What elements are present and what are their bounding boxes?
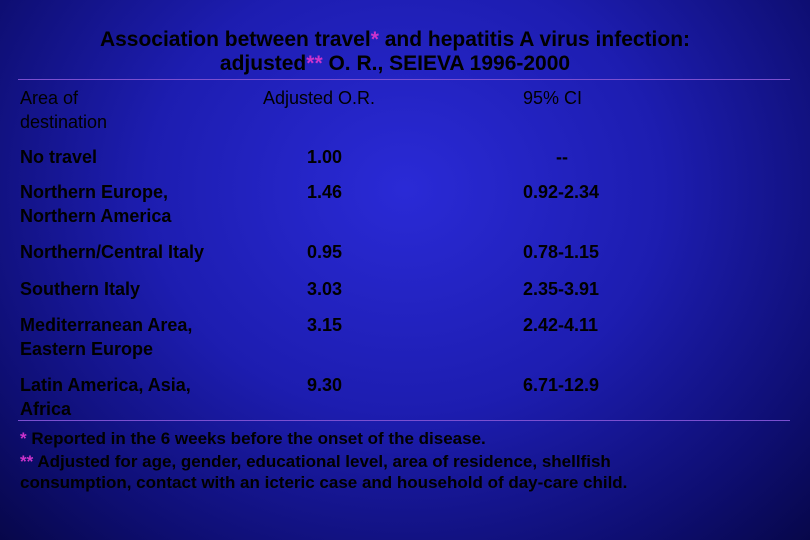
row-area-line-1: No travel — [20, 147, 98, 167]
title-line-2-suffix: O. R., SEIEVA 1996-2000 — [322, 52, 571, 75]
footnote-2-line-1: ** Adjusted for age, gender, educational… — [20, 451, 627, 472]
header-ci: 95% CI — [523, 88, 583, 108]
table-row-or: 1.00 — [307, 147, 343, 167]
table-row-ci: 2.35-3.91 — [523, 279, 600, 299]
row-area-line-1: Mediterranean Area, — [20, 315, 193, 335]
header-adjusted-or: Adjusted O.R. — [263, 88, 376, 108]
bottom-divider — [18, 420, 790, 421]
table-row-area: Latin America, Asia, Africa — [20, 373, 191, 421]
table-row-area: No travel — [20, 145, 97, 169]
footnote-2-mark: ** — [20, 452, 34, 471]
title-line-2-prefix: adjusted — [219, 52, 307, 75]
title-double-asterisk: ** — [306, 52, 323, 75]
table-row-ci: 2.42-4.11 — [523, 315, 599, 335]
title-line-1-prefix: Association between travel — [99, 28, 371, 51]
table-row-area: Northern Europe, Northern America — [20, 180, 171, 228]
row-area-line-1: Southern Italy — [20, 279, 141, 299]
table-row-area: Northern/Central Italy — [20, 240, 204, 264]
table-row-area: Southern Italy — [20, 277, 140, 301]
table-row-or: 3.15 — [307, 315, 343, 335]
row-area-line-1: Northern Europe, — [20, 182, 169, 202]
header-area-line-2: destination — [20, 112, 108, 132]
row-area-line-1: Latin America, Asia, — [20, 375, 191, 395]
row-area-line-2: Africa — [20, 399, 72, 419]
table-row-ci: -- — [556, 147, 568, 167]
table-row-ci: 6.71-12.9 — [523, 375, 600, 395]
slide-title: Association between travel* and hepatiti… — [20, 28, 770, 76]
header-area: Area of destination — [20, 86, 107, 134]
footnote-2-text-line-2: consumption, contact with an icteric cas… — [20, 473, 628, 492]
footnote-2-text-line-1: Adjusted for age, gender, educational le… — [33, 452, 611, 471]
title-line-1: Association between travel* and hepatiti… — [20, 28, 770, 52]
footnote-1: * Reported in the 6 weeks before the ons… — [20, 428, 486, 449]
row-area-line-2: Northern America — [20, 206, 172, 226]
footnote-1-mark: * — [20, 429, 27, 448]
row-area-line-1: Northern/Central Italy — [20, 242, 205, 262]
footnote-1-text: Reported in the 6 weeks before the onset… — [26, 429, 486, 448]
table-row-ci: 0.92-2.34 — [523, 182, 600, 202]
footnote-2: ** Adjusted for age, gender, educational… — [20, 451, 627, 493]
header-area-line-1: Area of — [20, 88, 79, 108]
table-row-area: Mediterranean Area, Eastern Europe — [20, 313, 192, 361]
table-row-or: 0.95 — [307, 242, 343, 262]
table-row-ci: 0.78-1.15 — [523, 242, 600, 262]
table-row-or: 1.46 — [307, 182, 343, 202]
title-line-1-suffix: and hepatitis A virus infection: — [378, 28, 691, 51]
table-row-or: 9.30 — [307, 375, 343, 395]
top-divider — [18, 79, 790, 80]
title-asterisk: * — [370, 28, 379, 51]
row-area-line-2: Eastern Europe — [20, 339, 154, 359]
table-row-or: 3.03 — [307, 279, 343, 299]
title-line-2: adjusted** O. R., SEIEVA 1996-2000 — [20, 52, 770, 76]
